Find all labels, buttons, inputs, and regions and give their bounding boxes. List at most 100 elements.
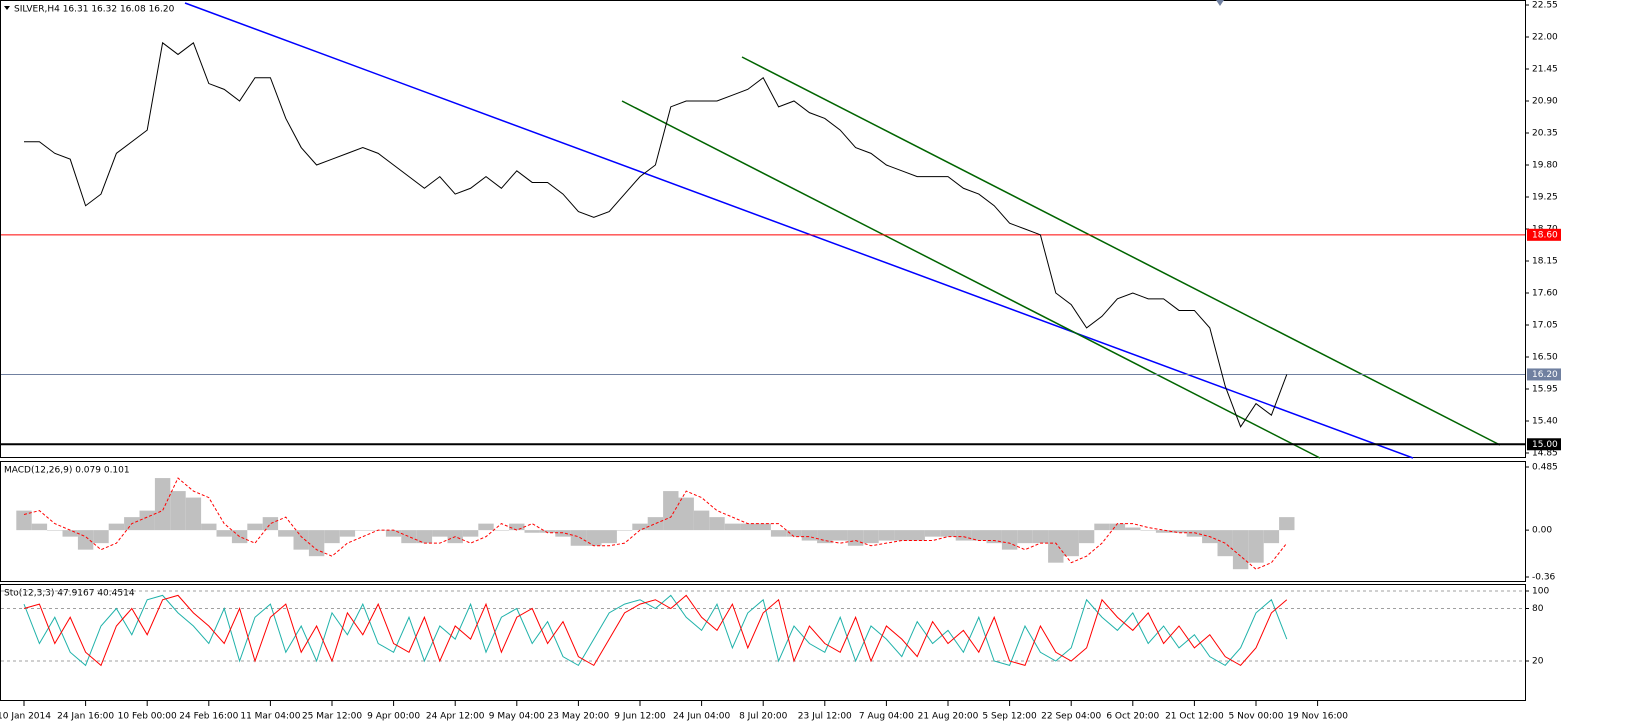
histogram-bar [47, 530, 63, 531]
histogram-bar [570, 530, 587, 546]
histogram-bar [740, 523, 756, 531]
y-tick-label: 15.95 [1532, 385, 1558, 395]
histogram-bar [401, 530, 417, 544]
stoch-panel-frame [0, 584, 1526, 701]
level-label-box [1527, 438, 1561, 451]
histogram-bar [247, 523, 263, 531]
histogram-bar [139, 510, 155, 531]
histogram-bar [863, 530, 879, 544]
histogram-bar [555, 530, 571, 537]
menu-arrow [4, 6, 10, 10]
histogram-bar [1232, 530, 1249, 570]
histogram-bar [909, 530, 925, 541]
histogram-bar [1248, 530, 1264, 563]
histogram-bar [478, 523, 494, 531]
y-tick-label: 17.60 [1532, 289, 1558, 299]
histogram-bar [1186, 530, 1203, 537]
histogram-bar [663, 491, 679, 531]
histogram-bar [1001, 530, 1018, 550]
chart-title: SILVER,H4 16.31 16.32 16.08 16.20 [14, 5, 175, 15]
x-tick-label: 11 Mar 04:00 [240, 712, 300, 722]
histogram-bar [709, 517, 725, 531]
y-tick-label: 19.80 [1532, 161, 1558, 171]
histogram-bar [154, 478, 171, 531]
histogram-bar [216, 530, 232, 537]
histogram-bar [1094, 523, 1110, 531]
histogram-bar [832, 530, 848, 541]
histogram-bar [385, 530, 402, 537]
y-tick-label: 19.25 [1532, 193, 1558, 203]
y-tick-label: 20.35 [1532, 129, 1558, 139]
histogram-bar [924, 530, 941, 537]
histogram-bar [601, 530, 617, 544]
level-label: 18.60 [1532, 230, 1558, 240]
y-tick-label: 17.05 [1532, 321, 1558, 331]
histogram-bar [1063, 530, 1079, 557]
stoch-title: Sto(12,3,3) 47.9167 40.4514 [4, 589, 135, 599]
y-tick-label: 20.90 [1532, 97, 1558, 107]
histogram-bar [355, 530, 371, 531]
y-tick-label: 16.50 [1532, 353, 1558, 363]
series-line [24, 41, 1288, 428]
x-tick-label: 6 Oct 20:00 [1106, 712, 1159, 722]
histogram-bar [955, 530, 972, 541]
histogram-bar [16, 510, 32, 531]
x-tick-label: 25 Mar 12:00 [302, 712, 362, 722]
histogram-bar [847, 530, 864, 546]
histogram-bar [801, 530, 818, 541]
histogram-bar [1140, 530, 1156, 531]
series-line [23, 594, 1288, 667]
histogram-bar [262, 517, 279, 531]
x-tick-label: 24 Jan 16:00 [57, 712, 114, 722]
histogram-bar [509, 523, 525, 531]
x-tick-label: 5 Sep 12:00 [982, 712, 1037, 722]
channel-line [621, 100, 1321, 459]
y-tick-label: 22.55 [1532, 1, 1558, 11]
histogram-bar [786, 530, 802, 537]
histogram-bar [1155, 530, 1172, 533]
histogram-bar [170, 491, 186, 531]
x-tick-label: 21 Oct 12:00 [1165, 712, 1224, 722]
histogram-bar [755, 523, 771, 531]
level-label-box [1527, 368, 1561, 381]
histogram-bar [416, 530, 433, 544]
trend-line [184, 2, 1414, 459]
x-tick-label: 10 Jan 2014 [0, 712, 51, 722]
y-tick-label: 22.00 [1532, 33, 1558, 43]
histogram-bar [339, 530, 356, 537]
x-tick-label: 23 May 20:00 [548, 712, 610, 722]
channel-line [741, 56, 1501, 446]
x-tick-label: 5 Nov 00:00 [1229, 712, 1284, 722]
x-tick-label: 23 Jul 12:00 [798, 712, 852, 722]
histogram-bar [185, 497, 202, 531]
histogram-bar [586, 530, 602, 546]
x-tick-label: 24 Feb 16:00 [179, 712, 238, 722]
histogram-bar [1263, 530, 1280, 544]
histogram-bar [1279, 517, 1295, 531]
x-tick-label: 9 May 04:00 [489, 712, 545, 722]
x-tick-label: 24 Jun 04:00 [673, 712, 730, 722]
histogram-bar [647, 517, 664, 531]
histogram-bar [539, 530, 556, 533]
histogram-bar [1125, 527, 1141, 531]
histogram-bar [77, 530, 94, 550]
shift-marker [1216, 0, 1224, 6]
histogram-bar [678, 497, 694, 531]
histogram-bar [108, 523, 125, 531]
histogram-bar [293, 530, 309, 550]
histogram-bar [93, 530, 109, 544]
y-tick-label: 15.40 [1532, 417, 1558, 427]
y-tick-label: 100 [1532, 587, 1549, 597]
histogram-bar [1032, 530, 1049, 544]
x-tick-label: 7 Aug 04:00 [859, 712, 914, 722]
histogram-bar [308, 530, 325, 557]
histogram-bar [894, 530, 910, 541]
histogram-bar [1078, 530, 1095, 544]
macd-title: MACD(12,26,9) 0.079 0.101 [4, 466, 130, 476]
histogram-bar [1109, 523, 1126, 531]
y-tick-label: 21.45 [1532, 65, 1558, 75]
histogram-bar [1017, 530, 1033, 544]
histogram-bar [62, 530, 78, 537]
